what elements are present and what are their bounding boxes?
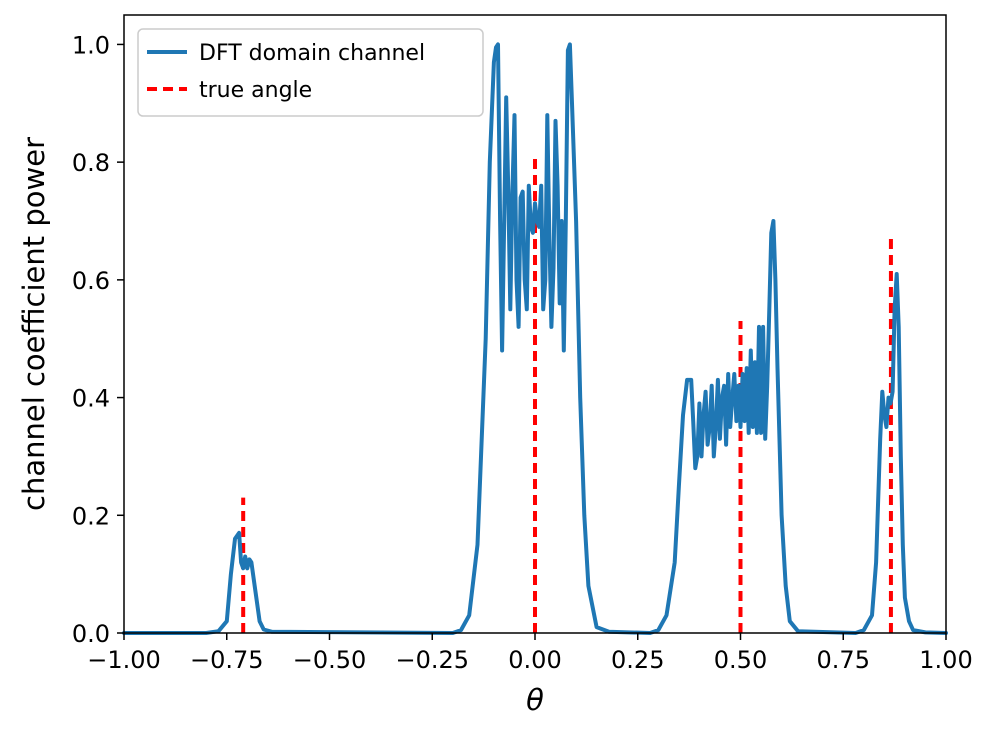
x-tick-label: 1.00: [919, 646, 972, 674]
x-axis-label: θ: [526, 683, 544, 717]
y-axis: 0.0 0.2 0.4 0.6 0.8 1.0: [72, 31, 124, 648]
y-axis-label: channel coefficient power: [17, 137, 51, 511]
x-tick-label: 0.00: [508, 646, 561, 674]
legend-box: [137, 28, 484, 117]
legend-label-true-angle: true angle: [199, 78, 312, 103]
y-tick-label: 0.4: [72, 385, 110, 413]
x-axis: −1.00 −0.75 −0.50 −0.25 0.00 0.25 0.50 0.75 1.00: [87, 633, 973, 674]
x-tick-label: 0.50: [714, 646, 767, 674]
x-tick-label: 0.75: [817, 646, 870, 674]
y-tick-label: 0.0: [72, 620, 110, 648]
y-tick-label: 0.6: [72, 267, 110, 295]
x-tick-label: −0.75: [190, 646, 264, 674]
series-layer: [122, 42, 948, 635]
x-tick-label: −0.50: [293, 646, 367, 674]
legend-label-dft: DFT domain channel: [199, 41, 425, 66]
y-tick-label: 0.8: [72, 149, 110, 177]
series-line-dft-domain-channel: [122, 42, 948, 635]
y-tick-label: 0.2: [72, 502, 110, 530]
legend: DFT domain channel true angle: [137, 28, 484, 117]
x-tick-label: −1.00: [87, 646, 161, 674]
y-tick-label: 1.0: [72, 31, 110, 59]
x-tick-label: −0.25: [395, 646, 469, 674]
x-tick-label: 0.25: [611, 646, 664, 674]
